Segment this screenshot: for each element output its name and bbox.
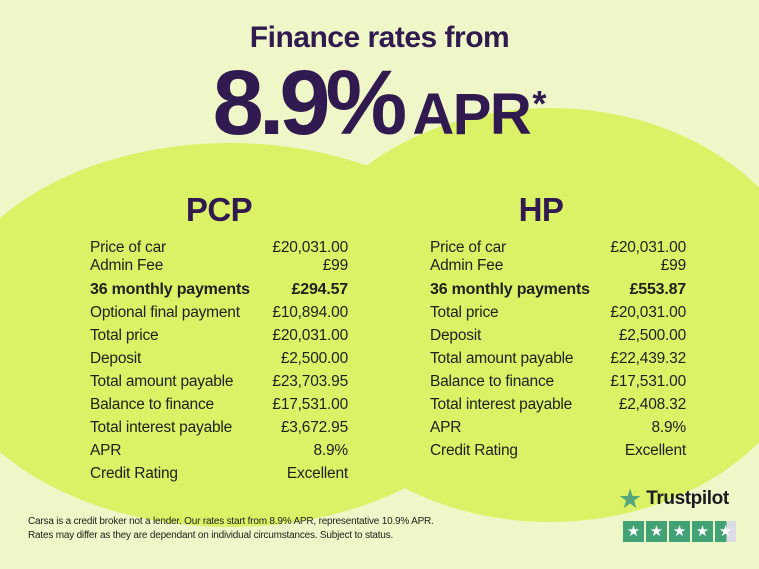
finance-row: 36 monthly payments £553.87 (430, 281, 686, 298)
finance-row-label: Admin Fee (90, 257, 164, 274)
rate-asterisk: * (532, 83, 547, 124)
finance-row-label: 36 monthly payments (90, 281, 250, 298)
finance-row-label: Credit Rating (90, 465, 178, 482)
finance-row: Admin Fee £99 (430, 257, 686, 274)
finance-row: APR 8.9% (90, 442, 348, 459)
finance-row-value: £20,031.00 (610, 304, 686, 321)
rate-suffix-apr: APR (412, 82, 531, 147)
finance-row-value: £553.87 (629, 281, 687, 298)
finance-row-value: £20,031.00 (272, 327, 348, 344)
finance-row-label: APR (90, 442, 122, 459)
disclaimer-line-2: Rates may differ as they are dependant o… (28, 530, 394, 541)
finance-row: Total interest payable £3,672.95 (90, 419, 348, 436)
pcp-finance-table: Price of car £20,031.00 Admin Fee £99 36 mon… (90, 237, 348, 482)
finance-row-label: Credit Rating (430, 442, 518, 459)
finance-row: Credit Rating Excellent (90, 465, 348, 482)
finance-row-label: Total price (430, 304, 499, 321)
finance-row-value: £2,500.00 (618, 327, 686, 344)
trustpilot-logo: ★ Trustpilot (618, 484, 736, 514)
finance-row-value: £10,894.00 (272, 304, 348, 321)
disclaimer-line-1: Carsa is a credit broker not a lender. O… (28, 516, 434, 527)
hp-column-title: HP (518, 191, 564, 228)
star-icon: ★ (695, 523, 710, 540)
finance-row-value: £20,031.00 (272, 239, 348, 256)
finance-row: Total price £20,031.00 (430, 304, 686, 321)
star-icon: ★ (718, 523, 733, 540)
trustpilot-star-icon: ★ (618, 484, 643, 514)
rate-value: 8.9% (212, 52, 408, 154)
trustpilot-rating-stars: ★ ★ ★ ★ ★ (623, 521, 736, 542)
finance-row-value: £2,500.00 (280, 350, 348, 367)
finance-row-label: Balance to finance (90, 396, 214, 413)
trustpilot-star-box: ★ (692, 521, 713, 542)
finance-row: Deposit £2,500.00 (430, 327, 686, 344)
disclaimer-text: Carsa is a credit broker not a lender. O… (28, 515, 458, 543)
finance-row-value: £17,531.00 (272, 396, 348, 413)
finance-row: Optional final payment £10,894.00 (90, 304, 348, 321)
star-icon: ★ (672, 523, 687, 540)
finance-row-label: Deposit (430, 327, 482, 344)
finance-row: Deposit £2,500.00 (90, 350, 348, 367)
finance-row-label: Total amount payable (430, 350, 574, 367)
finance-row-value: £99 (322, 257, 348, 274)
finance-row-label: Total interest payable (90, 419, 233, 436)
pcp-column-title: PCP (185, 191, 253, 228)
finance-row: Total price £20,031.00 (90, 327, 348, 344)
finance-row-label: Balance to finance (430, 373, 554, 390)
finance-row: Credit Rating Excellent (430, 442, 686, 459)
finance-row-value: £23,703.95 (272, 373, 348, 390)
finance-row-value: £3,672.95 (280, 419, 348, 436)
trustpilot-star-box: ★ (623, 521, 644, 542)
finance-row-value: £22,439.32 (610, 350, 686, 367)
trustpilot-star-box: ★ (715, 521, 736, 542)
finance-row-value: Excellent (624, 442, 686, 459)
page-title: Finance rates from (249, 21, 510, 54)
trustpilot-star-box: ★ (646, 521, 667, 542)
finance-row-label: Price of car (90, 239, 166, 256)
trustpilot-star-box: ★ (669, 521, 690, 542)
finance-row-label: Price of car (430, 239, 506, 256)
finance-row: Total amount payable £22,439.32 (430, 350, 686, 367)
finance-row: Price of car £20,031.00 (90, 239, 348, 256)
trustpilot-brand-name: Trustpilot (646, 488, 729, 509)
finance-row: Total interest payable £2,408.32 (430, 396, 686, 413)
background-circle-right (285, 108, 759, 522)
finance-row-label: APR (430, 419, 462, 436)
finance-row-value: 8.9% (651, 419, 686, 436)
finance-row: Admin Fee £99 (90, 257, 348, 274)
finance-row: Balance to finance £17,531.00 (430, 373, 686, 390)
finance-row-label: Deposit (90, 350, 142, 367)
star-icon: ★ (649, 523, 664, 540)
finance-row: 36 monthly payments £294.57 (90, 281, 348, 298)
finance-row-label: Total amount payable (90, 373, 234, 390)
finance-row-label: 36 monthly payments (430, 281, 590, 298)
finance-row: APR 8.9% (430, 419, 686, 436)
finance-row-value: £99 (660, 257, 686, 274)
finance-row-value: £2,408.32 (618, 396, 686, 413)
finance-row: Balance to finance £17,531.00 (90, 396, 348, 413)
headline-rate: 8.9% APR * (0, 57, 759, 149)
finance-row-value: 8.9% (313, 442, 348, 459)
finance-row-value: Excellent (286, 465, 348, 482)
finance-row-label: Total interest payable (430, 396, 573, 413)
finance-row: Total amount payable £23,703.95 (90, 373, 348, 390)
finance-row-label: Admin Fee (430, 257, 504, 274)
hp-finance-table: Price of car £20,031.00 Admin Fee £99 36 mon… (430, 237, 686, 459)
finance-row-label: Total price (90, 327, 159, 344)
finance-row: Price of car £20,031.00 (430, 239, 686, 256)
finance-row-label: Optional final payment (90, 304, 240, 321)
finance-row-value: £294.57 (291, 281, 349, 298)
star-icon: ★ (626, 523, 641, 540)
finance-row-value: £17,531.00 (610, 373, 686, 390)
finance-row-value: £20,031.00 (610, 239, 686, 256)
trustpilot-badge[interactable]: ★ Trustpilot ★ ★ ★ ★ ★ (618, 486, 736, 542)
